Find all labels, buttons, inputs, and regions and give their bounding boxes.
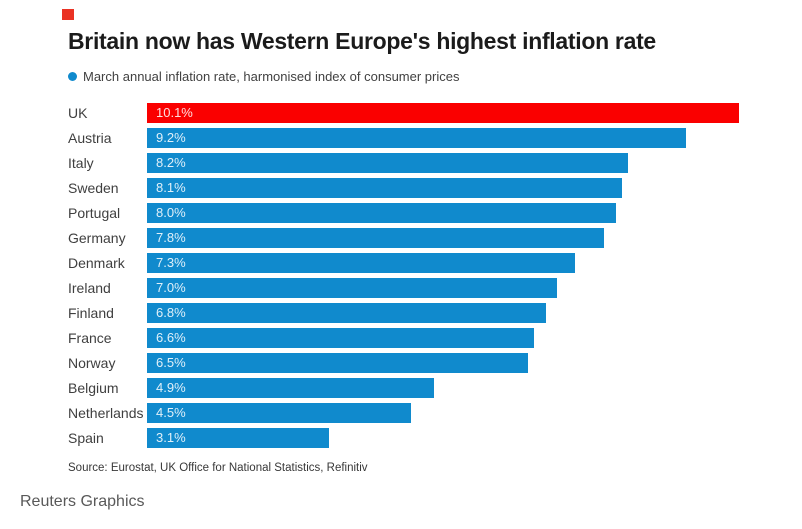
value-bar: 4.9%	[147, 378, 435, 398]
bar-row: Netherlands 4.5%	[68, 403, 739, 423]
bar-row: Ireland 7.0%	[68, 278, 739, 298]
bar-track: 8.1%	[147, 178, 739, 198]
bar-value-label: 10.1%	[156, 105, 193, 120]
value-bar: 4.5%	[147, 403, 411, 423]
country-label: Norway	[68, 355, 116, 371]
value-bar: 6.8%	[147, 303, 546, 323]
bar-row: Portugal 8.0%	[68, 203, 739, 223]
country-label: France	[68, 330, 112, 346]
bar-row: Germany 7.8%	[68, 228, 739, 248]
value-bar: 8.2%	[147, 153, 628, 173]
value-bar: 9.2%	[147, 128, 687, 148]
value-bar: 6.6%	[147, 328, 534, 348]
bar-row: Italy 8.2%	[68, 153, 739, 173]
bar-value-label: 4.5%	[156, 405, 186, 420]
bar-track: 6.5%	[147, 353, 739, 373]
value-bar: 7.0%	[147, 278, 558, 298]
bar-value-label: 7.8%	[156, 230, 186, 245]
value-bar: 8.0%	[147, 203, 616, 223]
legend-label: March annual inflation rate, harmonised …	[83, 69, 460, 84]
value-bar: 8.1%	[147, 178, 622, 198]
bar-track: 8.0%	[147, 203, 739, 223]
bar-row: UK 10.1%	[68, 103, 739, 123]
bar-track: 10.1%	[147, 103, 739, 123]
bar-track: 8.2%	[147, 153, 739, 173]
bar-row: Belgium 4.9%	[68, 378, 739, 398]
value-bar: 3.1%	[147, 428, 329, 448]
value-bar: 10.1%	[147, 103, 739, 123]
bar-row: Denmark 7.3%	[68, 253, 739, 273]
country-label: Netherlands	[68, 405, 144, 421]
bar-value-label: 6.6%	[156, 330, 186, 345]
country-label: Finland	[68, 305, 114, 321]
bar-value-label: 7.3%	[156, 255, 186, 270]
value-bar: 7.3%	[147, 253, 575, 273]
bar-value-label: 7.0%	[156, 280, 186, 295]
bar-track: 6.8%	[147, 303, 739, 323]
bar-row: Sweden 8.1%	[68, 178, 739, 198]
bar-track: 3.1%	[147, 428, 739, 448]
bar-value-label: 4.9%	[156, 380, 186, 395]
country-label: Ireland	[68, 280, 111, 296]
country-label: Italy	[68, 155, 94, 171]
bar-row: France 6.6%	[68, 328, 739, 348]
country-label: Spain	[68, 430, 104, 446]
bar-row: Norway 6.5%	[68, 353, 739, 373]
chart-legend: March annual inflation rate, harmonised …	[68, 69, 459, 84]
country-label: Portugal	[68, 205, 121, 221]
country-label: Austria	[68, 130, 112, 146]
country-label: UK	[68, 105, 88, 121]
bar-chart: UK 10.1% Austria 9.2% Italy 8.2% Sweden 8.1% Por…	[68, 103, 739, 448]
country-label: Denmark	[68, 255, 125, 271]
reuters-logo-icon	[62, 9, 74, 20]
bar-row: Spain 3.1%	[68, 428, 739, 448]
bar-value-label: 8.1%	[156, 180, 186, 195]
chart-title: Britain now has Western Europe's highest…	[68, 28, 656, 54]
bar-value-label: 8.0%	[156, 205, 186, 220]
bar-value-label: 9.2%	[156, 130, 186, 145]
bar-value-label: 6.5%	[156, 355, 186, 370]
bar-value-label: 3.1%	[156, 430, 186, 445]
reuters-graphics-credit: Reuters Graphics	[20, 493, 145, 510]
bar-row: Austria 9.2%	[68, 128, 739, 148]
bar-track: 9.2%	[147, 128, 739, 148]
bar-track: 7.0%	[147, 278, 739, 298]
bar-row: Finland 6.8%	[68, 303, 739, 323]
legend-dot-icon	[68, 72, 77, 81]
bar-value-label: 6.8%	[156, 305, 186, 320]
bar-track: 4.9%	[147, 378, 739, 398]
value-bar: 6.5%	[147, 353, 528, 373]
country-label: Sweden	[68, 180, 119, 196]
source-note: Source: Eurostat, UK Office for National…	[68, 462, 368, 474]
bar-value-label: 8.2%	[156, 155, 186, 170]
value-bar: 7.8%	[147, 228, 605, 248]
bar-track: 4.5%	[147, 403, 739, 423]
bar-track: 7.3%	[147, 253, 739, 273]
bar-track: 7.8%	[147, 228, 739, 248]
country-label: Germany	[68, 230, 126, 246]
bar-track: 6.6%	[147, 328, 739, 348]
country-label: Belgium	[68, 380, 119, 396]
